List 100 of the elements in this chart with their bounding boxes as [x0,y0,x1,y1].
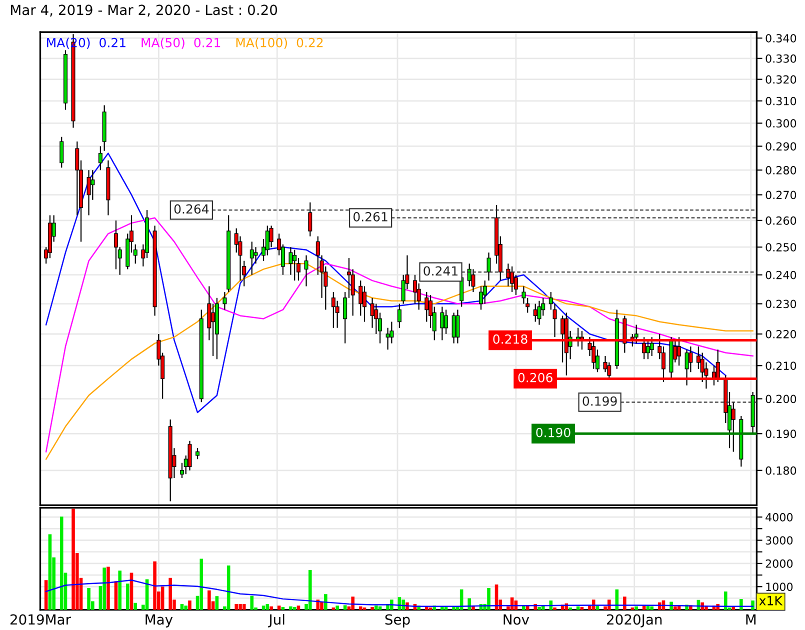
candlestick [592,340,596,370]
y-tick-label: 0.340 [766,34,796,42]
x-tick-label: M [746,614,756,625]
bar [242,604,246,610]
bar [208,590,211,610]
candlestick [386,327,390,350]
candlestick [548,292,553,310]
y-tick-label: 0.220 [766,330,796,338]
candlestick [677,336,682,366]
bar [336,606,339,610]
bar [487,588,490,610]
y-tick-label: 0.250 [766,243,796,252]
candlestick [650,336,654,357]
candlestick [86,170,91,216]
candlestick [537,300,542,326]
bar [370,607,374,610]
bar [724,592,728,610]
bar [160,586,164,610]
y-tick-label: 0.310 [766,96,796,106]
bar [374,606,378,610]
ref-line-label: 0.190 [536,428,570,438]
bar [118,570,122,610]
text: MA(50) 0.21 [142,38,220,49]
y-tick-label: 0.230 [766,300,796,308]
y-tick-label: 0.200 [766,394,796,404]
candlestick [90,170,95,200]
x-tick-label: 2020Jan [607,614,662,628]
bar [358,606,362,610]
bar [188,600,192,610]
bar [289,606,292,610]
bar [234,604,238,610]
candlestick [440,306,444,341]
y-tick-label: 0.320 [766,75,796,84]
candlestick [254,246,258,264]
bar [634,606,638,610]
y-tick-label: 1000 [766,582,793,592]
y-tick-label: 0.190 [766,430,796,438]
candlestick [560,315,565,363]
candlestick [522,286,526,304]
candlestick [646,340,650,360]
y-tick-label: 0.240 [766,270,796,280]
x-tick-label: Sep [385,614,410,628]
y-tick-label: 0.210 [766,362,796,370]
candlestick [397,303,402,328]
ref-line-label: 0.264 [174,204,209,214]
y-tick-label: 0.260 [766,216,796,225]
bar [87,588,90,610]
candlestick [684,349,689,386]
x-tick-label: Nov [504,614,530,625]
bar [215,596,219,610]
x-tick-label: May [146,614,173,628]
candlestick [634,324,638,344]
bar [134,602,138,610]
bar [238,604,242,610]
candlestick [250,241,254,276]
candlestick [456,309,460,344]
ref-line-label: 0.199 [582,396,617,406]
bar [270,606,273,610]
candlestick [98,146,102,171]
candlestick [642,336,646,360]
candlestick [292,249,297,282]
bar [184,606,188,610]
candlestick [716,349,720,383]
x-tick-label: 2019Mar [10,614,72,625]
bar [324,594,328,610]
candlestick [196,448,200,460]
candlestick [486,252,491,282]
candlestick [731,402,736,452]
candlestick [688,346,693,373]
candlestick [316,236,320,276]
y-tick-label: 0.290 [766,142,796,151]
bar [250,596,254,610]
line-series [45,152,726,414]
y-tick-label: 3000 [766,536,793,545]
bar [153,561,156,610]
y-tick-label: 0.330 [766,54,796,63]
bar [168,578,172,610]
bar [126,584,130,610]
y-tick-label: 0.180 [766,466,796,475]
bar [538,607,541,610]
ref-line-label: 0.218 [493,334,528,344]
bar [60,516,64,610]
bar [72,508,75,610]
text: x1K [759,596,783,606]
candlestick [308,202,312,237]
ref-line-label: 0.241 [424,266,458,276]
y-tick-label: 0.300 [766,119,796,128]
candlestick [510,266,514,293]
ref-line-label: 0.261 [353,212,388,222]
candlestick [552,303,557,338]
x-tick-label: Jul [268,614,284,628]
bar [674,606,677,610]
candlestick [60,136,64,168]
bar [106,566,110,610]
candlestick [211,303,216,357]
candlestick [444,309,448,335]
chart-title: Mar 4, 2019 - Mar 2, 2020 - Last : 0.20 [11,4,278,17]
candlestick [188,440,192,471]
y-tick-label: 0.280 [766,166,796,174]
candlestick [222,292,227,310]
